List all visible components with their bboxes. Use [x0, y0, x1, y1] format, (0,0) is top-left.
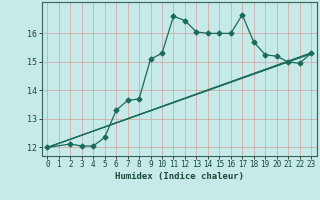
- X-axis label: Humidex (Indice chaleur): Humidex (Indice chaleur): [115, 172, 244, 181]
